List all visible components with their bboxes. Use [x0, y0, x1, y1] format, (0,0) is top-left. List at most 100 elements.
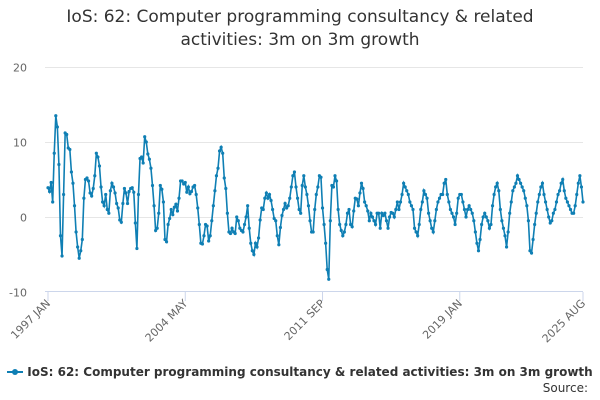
data-point[interactable]: [442, 181, 446, 185]
data-point[interactable]: [193, 183, 197, 188]
data-point[interactable]: [200, 242, 205, 246]
data-point[interactable]: [543, 200, 548, 204]
data-point[interactable]: [233, 231, 237, 236]
data-point[interactable]: [65, 132, 69, 137]
data-point[interactable]: [561, 177, 565, 182]
data-point[interactable]: [568, 207, 573, 212]
data-point[interactable]: [271, 207, 275, 212]
data-point[interactable]: [230, 226, 234, 230]
data-point[interactable]: [523, 196, 527, 200]
data-point[interactable]: [108, 189, 112, 193]
data-point[interactable]: [130, 186, 134, 190]
data-point[interactable]: [539, 185, 543, 189]
data-point[interactable]: [554, 200, 559, 204]
data-point[interactable]: [450, 211, 454, 215]
data-point[interactable]: [111, 185, 116, 189]
data-point[interactable]: [540, 181, 545, 185]
data-point[interactable]: [274, 219, 278, 223]
data-point[interactable]: [395, 200, 399, 204]
data-point[interactable]: [494, 185, 498, 189]
data-point[interactable]: [54, 114, 58, 118]
data-point[interactable]: [213, 189, 217, 193]
data-point[interactable]: [100, 200, 105, 204]
data-point[interactable]: [419, 207, 423, 212]
data-point[interactable]: [536, 200, 540, 204]
data-point[interactable]: [314, 192, 318, 197]
data-point[interactable]: [377, 211, 381, 215]
data-point[interactable]: [550, 219, 554, 223]
data-point[interactable]: [77, 256, 81, 260]
data-point[interactable]: [453, 222, 457, 227]
data-point[interactable]: [464, 215, 468, 219]
data-point[interactable]: [250, 249, 254, 253]
data-point[interactable]: [345, 211, 350, 215]
data-point[interactable]: [255, 245, 259, 249]
data-point[interactable]: [514, 181, 518, 185]
data-point[interactable]: [51, 200, 55, 204]
data-point[interactable]: [269, 198, 273, 203]
data-point[interactable]: [60, 254, 64, 258]
data-point[interactable]: [394, 207, 398, 212]
data-point[interactable]: [208, 234, 212, 238]
data-point[interactable]: [406, 192, 410, 197]
data-point[interactable]: [74, 230, 78, 234]
data-point[interactable]: [573, 204, 577, 208]
data-point[interactable]: [572, 211, 576, 215]
data-point[interactable]: [383, 211, 387, 215]
data-point[interactable]: [241, 230, 245, 234]
data-point[interactable]: [328, 219, 332, 223]
data-point[interactable]: [339, 228, 343, 233]
data-point[interactable]: [565, 200, 570, 204]
data-point[interactable]: [437, 196, 442, 200]
data-point[interactable]: [431, 230, 435, 234]
data-point[interactable]: [79, 249, 83, 253]
data-point[interactable]: [132, 190, 136, 194]
data-point[interactable]: [90, 194, 94, 198]
data-point[interactable]: [113, 191, 117, 195]
data-point[interactable]: [275, 234, 279, 238]
data-point[interactable]: [188, 192, 192, 196]
data-point[interactable]: [409, 204, 414, 208]
data-point[interactable]: [558, 189, 562, 193]
data-point[interactable]: [116, 206, 120, 210]
data-point[interactable]: [392, 215, 396, 219]
data-point[interactable]: [272, 216, 276, 221]
data-point[interactable]: [246, 204, 250, 208]
data-point[interactable]: [469, 207, 473, 212]
data-point[interactable]: [305, 192, 309, 197]
data-point[interactable]: [511, 189, 515, 193]
data-point[interactable]: [386, 226, 390, 230]
data-point[interactable]: [355, 197, 359, 201]
data-point[interactable]: [235, 215, 239, 219]
data-point[interactable]: [136, 192, 141, 197]
data-point[interactable]: [487, 226, 492, 230]
data-point[interactable]: [425, 196, 429, 200]
data-point[interactable]: [548, 221, 552, 225]
data-point[interactable]: [344, 222, 348, 227]
data-point[interactable]: [154, 228, 158, 233]
data-point[interactable]: [398, 200, 403, 204]
data-point[interactable]: [384, 219, 389, 223]
data-point[interactable]: [76, 245, 80, 249]
data-point[interactable]: [525, 204, 529, 208]
data-point[interactable]: [455, 211, 459, 215]
data-point[interactable]: [545, 207, 549, 212]
data-point[interactable]: [164, 240, 169, 244]
data-point[interactable]: [430, 226, 434, 230]
data-point[interactable]: [483, 211, 487, 215]
data-point[interactable]: [52, 151, 56, 155]
data-point[interactable]: [448, 207, 453, 212]
data-point[interactable]: [391, 211, 395, 215]
data-point[interactable]: [55, 125, 59, 129]
data-point[interactable]: [122, 186, 127, 191]
data-point[interactable]: [119, 220, 123, 224]
data-point[interactable]: [62, 192, 66, 197]
data-point[interactable]: [581, 200, 585, 204]
data-point[interactable]: [139, 155, 144, 159]
data-point[interactable]: [495, 181, 499, 185]
data-point[interactable]: [46, 186, 50, 190]
data-point[interactable]: [297, 207, 301, 212]
data-point[interactable]: [94, 151, 98, 155]
data-point[interactable]: [465, 207, 470, 212]
data-point[interactable]: [484, 215, 488, 219]
